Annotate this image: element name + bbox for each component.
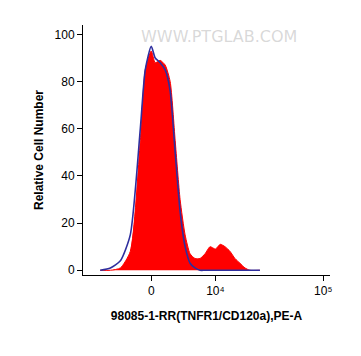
svg-text:60: 60 (61, 122, 75, 136)
svg-text:WWW.PTGLAB.COM: WWW.PTGLAB.COM (141, 27, 297, 46)
svg-text:10⁵: 10⁵ (314, 284, 332, 298)
svg-text:40: 40 (61, 169, 75, 183)
svg-text:100: 100 (55, 28, 75, 42)
svg-text:0: 0 (148, 284, 155, 298)
svg-text:80: 80 (61, 75, 75, 89)
svg-text:98085-1-RR(TNFR1/CD120a),PE-A: 98085-1-RR(TNFR1/CD120a),PE-A (111, 309, 303, 323)
svg-text:20: 20 (61, 216, 75, 230)
svg-text:0: 0 (68, 263, 75, 277)
svg-text:Relative Cell Number: Relative Cell Number (32, 90, 46, 210)
svg-text:10⁴: 10⁴ (206, 284, 225, 298)
